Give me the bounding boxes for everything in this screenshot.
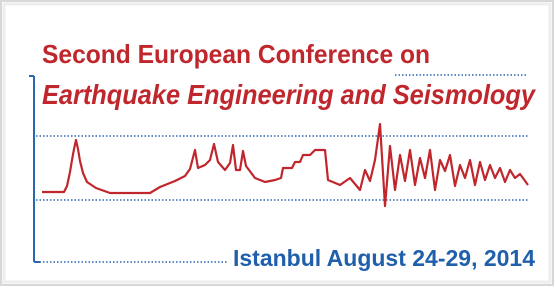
title-line-2: Earthquake Engineering and Seismology (42, 79, 536, 110)
event-date: Istanbul August 24-29, 2014 (233, 245, 535, 271)
conference-banner: Second European Conference on Earthquake… (0, 0, 555, 287)
page: Second European Conference on Earthquake… (0, 0, 555, 287)
title-line-1: Second European Conference on (42, 39, 430, 69)
